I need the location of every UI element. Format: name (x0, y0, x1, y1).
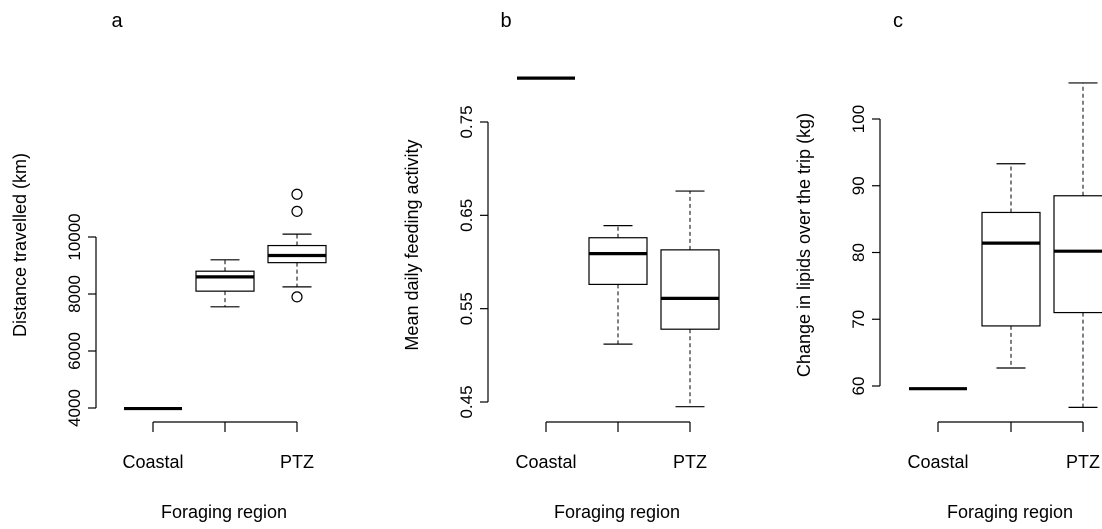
box-middle (588, 225, 648, 345)
x-axis: Coastal PTZ (907, 421, 1100, 472)
x-tick-label: Coastal (515, 452, 576, 472)
box-series (909, 82, 1102, 408)
x-tick-label: Coastal (907, 452, 968, 472)
x-axis-label: Foraging region (947, 502, 1073, 522)
y-tick-label: 80 (849, 243, 868, 262)
y-tick-label: 0.65 (457, 199, 476, 232)
x-axis-label: Foraging region (161, 502, 287, 522)
x-tick-label: PTZ (1066, 452, 1100, 472)
iqr-box (588, 237, 648, 286)
box-ptz (267, 188, 327, 303)
box-series (124, 188, 327, 411)
y-tick-label: 0.75 (457, 105, 476, 138)
y-tick-label: 8000 (65, 275, 84, 313)
panel-b: b 0.45 0.55 0.65 0.75 Coastal PTZ Mean daily… (402, 10, 720, 522)
y-tick-label: 10000 (65, 213, 84, 260)
y-tick-label: 6000 (65, 332, 84, 370)
box-middle (981, 163, 1041, 369)
box-series (517, 76, 720, 408)
x-tick-label: PTZ (673, 452, 707, 472)
panel-label: a (111, 10, 123, 32)
box-ptz (1053, 82, 1102, 408)
y-tick-label: 60 (849, 377, 868, 396)
iqr-box (1053, 195, 1102, 314)
outlier-point (291, 188, 303, 200)
x-axis: Coastal PTZ (122, 421, 314, 472)
y-tick-label: 100 (849, 105, 868, 133)
panel-c: c 60 70 80 90 100 Coastal PTZ Change in lipid… (794, 10, 1102, 522)
y-tick-label: 0.55 (457, 292, 476, 325)
y-axis-label: Distance travelled (km) (10, 153, 30, 337)
y-axis-label: Change in lipids over the trip (kg) (794, 113, 814, 377)
box-ptz (660, 190, 720, 408)
y-axis: 60 70 80 90 100 (849, 105, 881, 396)
iqr-box (981, 211, 1041, 327)
outlier-point (291, 205, 303, 217)
panel-label: c (893, 10, 903, 32)
y-tick-label: 90 (849, 176, 868, 195)
y-axis: 4000 6000 8000 10000 (65, 213, 97, 427)
x-tick-label: Coastal (122, 452, 183, 472)
y-axis-label: Mean daily feeding activity (402, 139, 422, 350)
x-tick-label: PTZ (280, 452, 314, 472)
x-axis-label: Foraging region (554, 502, 680, 522)
iqr-box (195, 270, 255, 292)
y-axis: 0.45 0.55 0.65 0.75 (457, 105, 489, 419)
y-tick-label: 0.45 (457, 385, 476, 418)
panel-label: b (500, 10, 511, 32)
y-tick-label: 4000 (65, 389, 84, 427)
x-axis: Coastal PTZ (515, 421, 707, 472)
outlier-point (291, 291, 303, 303)
iqr-box (660, 249, 720, 330)
panel-a: a 4000 6000 8000 10000 Coastal PTZ Distance … (10, 10, 327, 522)
y-tick-label: 70 (849, 310, 868, 329)
box-middle (195, 259, 255, 308)
